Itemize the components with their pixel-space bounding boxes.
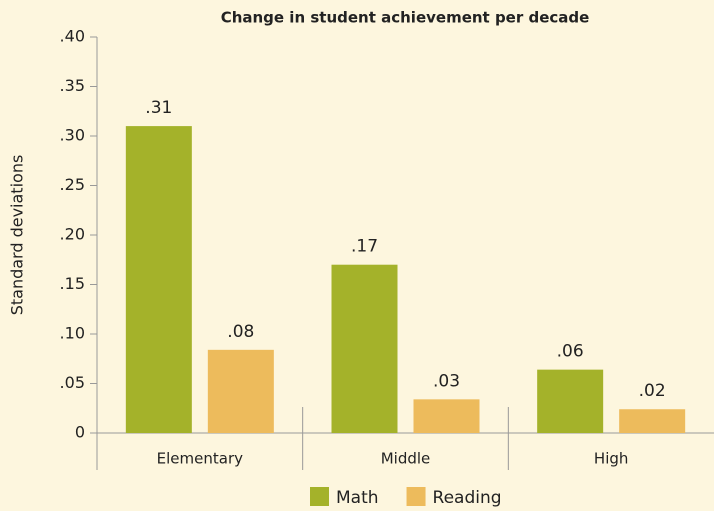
data-label: .03 bbox=[433, 371, 460, 391]
legend-label: Reading bbox=[433, 488, 502, 508]
bar bbox=[125, 126, 192, 433]
bar bbox=[331, 264, 398, 433]
y-tick-label: .35 bbox=[60, 76, 85, 95]
data-label: .17 bbox=[351, 237, 378, 257]
x-tick-label: Middle bbox=[381, 450, 431, 468]
bar bbox=[207, 349, 274, 433]
y-tick-label: 0 bbox=[75, 423, 85, 442]
y-tick-label: .25 bbox=[60, 175, 85, 194]
legend-swatch bbox=[406, 487, 426, 506]
bar bbox=[537, 369, 604, 433]
x-tick-label: High bbox=[594, 450, 628, 468]
bar bbox=[413, 399, 480, 433]
data-label: .06 bbox=[557, 342, 584, 362]
data-label: .02 bbox=[639, 381, 666, 401]
bar bbox=[619, 409, 686, 433]
chart-title: Change in student achievement per decade bbox=[221, 9, 590, 27]
y-axis-label: Standard deviations bbox=[8, 155, 27, 316]
x-tick-label: Elementary bbox=[157, 450, 243, 468]
data-label: .31 bbox=[145, 98, 172, 118]
y-tick-label: .15 bbox=[60, 274, 85, 293]
data-label: .08 bbox=[227, 322, 254, 342]
y-tick-label: .05 bbox=[60, 373, 85, 392]
legend-label: Math bbox=[336, 488, 379, 508]
y-tick-label: .20 bbox=[60, 225, 85, 244]
y-tick-label: .40 bbox=[60, 27, 85, 46]
legend-swatch bbox=[310, 487, 329, 506]
y-tick-label: .30 bbox=[60, 126, 85, 145]
y-tick-label: .10 bbox=[60, 324, 85, 343]
